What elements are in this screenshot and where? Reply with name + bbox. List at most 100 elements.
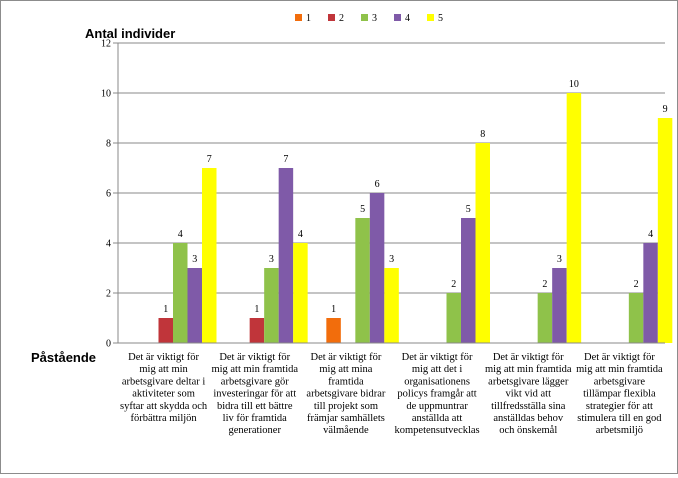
data-label-s3-c3: 5: [360, 204, 365, 215]
category-label-1-line-4: aktiviteter som: [132, 389, 195, 400]
bar-s5-c4: [475, 143, 490, 343]
bar-s5-c2: [293, 243, 308, 343]
bar-s5-c1: [202, 168, 217, 343]
legend-swatch-4: [394, 14, 401, 21]
category-label-1-line-5: syftar att skydda och: [120, 401, 208, 412]
bar-s3-c3: [355, 218, 370, 343]
data-label-s5-c5: 10: [569, 79, 579, 90]
bar-s4-c3: [369, 193, 385, 343]
data-label-s2-c2: 1: [254, 304, 259, 315]
data-label-s5-c3: 3: [389, 254, 394, 265]
bar-s4-c5: [552, 268, 567, 343]
category-label-1-line-6: förbättra miljön: [130, 413, 197, 424]
data-label-s2-c1: 1: [163, 304, 168, 315]
data-label-s3-c2: 3: [269, 254, 274, 265]
category-label-6-line-5: strategier för att: [586, 401, 653, 412]
category-label-5-line-2: mig att min framtida: [485, 364, 572, 375]
category-label-5-line-5: tillfredsställa sina: [491, 401, 566, 412]
category-label-6-line-2: mig att min framtida: [576, 364, 663, 375]
category-label-2-line-5: bidra till ett bättre: [217, 401, 293, 412]
category-label-3-line-6: främjar samhällets: [307, 413, 385, 424]
bar-s4-c4: [461, 218, 476, 343]
category-label-2-line-4: investeringar för att: [213, 389, 296, 400]
category-label-4-line-2: mig att det i: [412, 364, 463, 375]
y-axis-title: Antal individer: [85, 26, 175, 41]
category-label-2-line-7: generationer: [229, 425, 282, 436]
data-label-s3-c6: 2: [634, 279, 639, 290]
data-label-s3-c4: 2: [451, 279, 456, 290]
bar-s4-c1: [187, 268, 202, 343]
data-label-s4-c5: 3: [557, 254, 562, 265]
legend-swatch-3: [361, 14, 368, 21]
category-label-5-line-4: vikt vid att: [506, 389, 552, 400]
bar-s5-c3: [384, 268, 399, 343]
data-label-s4-c4: 5: [466, 204, 471, 215]
legend-label-2: 2: [339, 13, 344, 24]
category-label-3-line-3: framtida: [328, 376, 364, 387]
category-label-5-line-6: anställdas behov: [493, 413, 563, 424]
bar-s5-c6: [657, 118, 673, 343]
category-label-4-line-3: organisationens: [404, 376, 470, 387]
category-label-4-line-6: anställda att: [412, 413, 463, 424]
category-label-1-line-1: Det är viktigt för: [128, 352, 199, 363]
y-tick-label-6: 6: [106, 189, 111, 200]
category-label-4-line-1: Det är viktigt för: [402, 352, 473, 363]
category-label-1-line-3: arbetsgivare deltar i: [122, 376, 205, 387]
legend-label-3: 3: [372, 13, 377, 24]
y-tick-label-0: 0: [106, 339, 111, 350]
y-tick-label-4: 4: [106, 239, 111, 250]
legend-swatch-2: [328, 14, 335, 21]
category-label-4-line-7: kompetensutvecklas: [395, 425, 480, 436]
category-label-3-line-7: välmående: [323, 425, 369, 436]
data-label-s5-c6: 9: [663, 104, 668, 115]
data-label-s3-c1: 4: [178, 229, 183, 240]
category-label-4-line-4: policys framgår att: [397, 389, 476, 400]
data-label-s4-c3: 6: [375, 179, 380, 190]
bar-s4-c6: [643, 243, 658, 343]
bar-s2-c2: [249, 318, 265, 343]
data-label-s4-c6: 4: [648, 229, 653, 240]
category-label-3-line-4: arbetsgivare bidrar: [306, 389, 386, 400]
data-label-s5-c1: 7: [207, 154, 212, 165]
category-label-2-line-1: Det är viktigt för: [219, 352, 290, 363]
category-label-5-line-1: Det är viktigt för: [493, 352, 564, 363]
y-tick-label-8: 8: [106, 139, 111, 150]
category-label-6-line-6: stimulera till en god: [577, 413, 662, 424]
data-label-s5-c4: 8: [480, 129, 485, 140]
bar-s4-c2: [278, 168, 294, 343]
data-label-s5-c2: 4: [298, 229, 303, 240]
data-label-s1-c3: 1: [331, 304, 336, 315]
bar-s3-c5: [537, 293, 553, 343]
bar-s3-c2: [264, 268, 279, 343]
legend-swatch-5: [427, 14, 434, 21]
legend-label-4: 4: [405, 13, 410, 24]
category-label-5-line-3: arbetsgivare lägger: [488, 376, 569, 387]
data-label-s4-c2: 7: [283, 154, 288, 165]
category-label-1-line-2: mig att min: [139, 364, 188, 375]
bar-s2-c1: [158, 318, 173, 343]
category-label-2-line-6: liv för framtida: [223, 413, 287, 424]
data-label-s4-c1: 3: [192, 254, 197, 265]
legend-swatch-1: [295, 14, 302, 21]
category-label-6-line-1: Det är viktigt för: [584, 352, 655, 363]
bar-s5-c5: [566, 93, 582, 343]
bar-s3-c4: [446, 293, 461, 343]
x-axis-title: Påstående: [31, 350, 96, 365]
category-label-6-line-3: arbetsgivare: [594, 376, 646, 387]
bar-s3-c6: [628, 293, 644, 343]
legend-label-5: 5: [438, 13, 443, 24]
category-label-3-line-2: mig att mina: [319, 364, 372, 375]
category-label-4-line-5: de uppmuntrar: [406, 401, 468, 412]
category-label-5-line-7: och önskemål: [499, 425, 557, 436]
y-tick-label-2: 2: [106, 289, 111, 300]
category-label-6-line-4: tillämpar flexibla: [583, 389, 656, 400]
legend-label-1: 1: [306, 13, 311, 24]
y-tick-label-12: 12: [101, 39, 111, 50]
category-label-2-line-2: mig att min framtida: [211, 364, 298, 375]
category-label-2-line-3: arbetsgivare gör: [221, 376, 289, 387]
y-tick-label-10: 10: [101, 89, 111, 100]
bar-s1-c3: [326, 318, 341, 343]
category-label-3-line-1: Det är viktigt för: [310, 352, 381, 363]
category-label-3-line-5: till projekt som: [314, 401, 378, 412]
